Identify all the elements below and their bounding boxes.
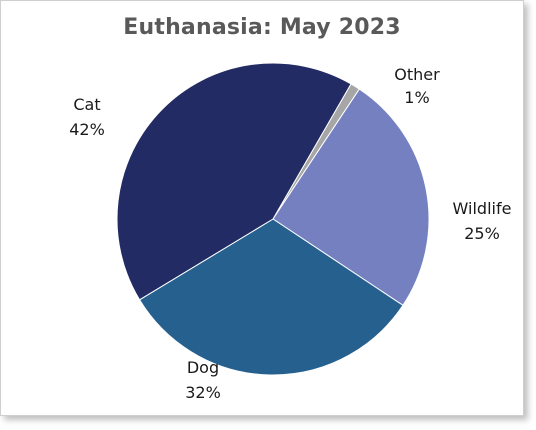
pie-slice-dog: [138, 218, 404, 376]
slice-pct-dog: 32%: [185, 383, 221, 402]
slice-label-cat: Cat: [73, 95, 100, 114]
chart-title: Euthanasia: May 2023: [123, 15, 401, 40]
slice-label-dog: Dog: [187, 358, 219, 377]
slice-pct-cat: 42%: [69, 120, 105, 139]
slice-label-other: Other: [394, 65, 440, 84]
slice-label-wildlife: Wildlife: [453, 199, 512, 218]
slice-pct-wildlife: 25%: [464, 224, 500, 243]
pie-slice-wildlife: [272, 88, 430, 307]
pie-slice-cat: [116, 62, 352, 301]
slice-pct-other: 1%: [404, 88, 429, 107]
